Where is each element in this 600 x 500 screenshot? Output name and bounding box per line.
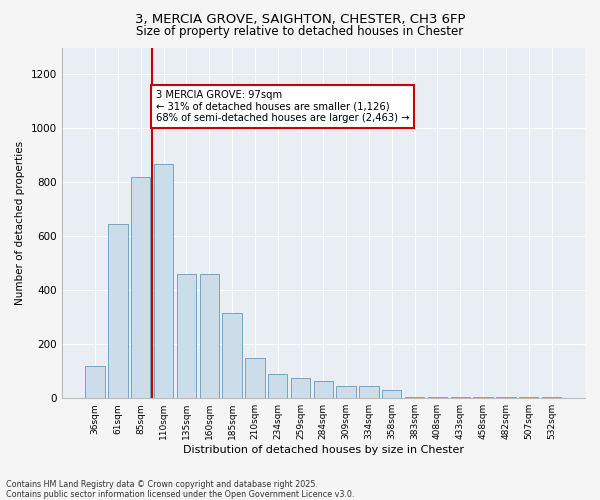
Bar <box>428 397 447 398</box>
Bar <box>451 397 470 398</box>
Bar <box>519 397 538 398</box>
Bar <box>314 380 333 398</box>
Bar <box>291 378 310 398</box>
Bar <box>382 390 401 398</box>
X-axis label: Distribution of detached houses by size in Chester: Distribution of detached houses by size … <box>183 445 464 455</box>
Bar <box>85 366 105 398</box>
Bar <box>223 313 242 398</box>
Bar <box>405 397 424 398</box>
Bar <box>473 397 493 398</box>
Bar <box>177 274 196 398</box>
Bar <box>245 358 265 398</box>
Text: Contains HM Land Registry data © Crown copyright and database right 2025.
Contai: Contains HM Land Registry data © Crown c… <box>6 480 355 499</box>
Bar <box>496 397 515 398</box>
Bar <box>131 177 151 398</box>
Bar <box>268 374 287 398</box>
Bar <box>542 397 561 398</box>
Text: Size of property relative to detached houses in Chester: Size of property relative to detached ho… <box>136 25 464 38</box>
Text: 3, MERCIA GROVE, SAIGHTON, CHESTER, CH3 6FP: 3, MERCIA GROVE, SAIGHTON, CHESTER, CH3 … <box>135 12 465 26</box>
Bar <box>154 164 173 398</box>
Text: 3 MERCIA GROVE: 97sqm
← 31% of detached houses are smaller (1,126)
68% of semi-d: 3 MERCIA GROVE: 97sqm ← 31% of detached … <box>156 90 409 123</box>
Bar <box>337 386 356 398</box>
Bar <box>108 224 128 398</box>
Bar <box>200 274 219 398</box>
Bar <box>359 386 379 398</box>
Y-axis label: Number of detached properties: Number of detached properties <box>15 141 25 305</box>
